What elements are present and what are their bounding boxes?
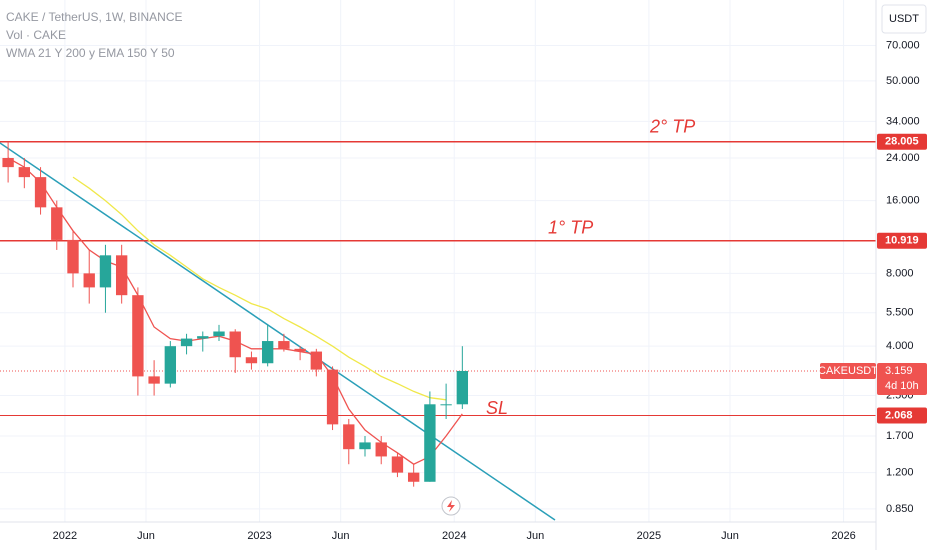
candle-body <box>67 239 79 274</box>
subtitle: Vol · CAKE <box>6 28 66 42</box>
y-tick-label: 0.850 <box>886 503 914 515</box>
candle-body <box>261 341 274 364</box>
x-tick-label: 2023 <box>247 530 271 542</box>
candle-body <box>99 255 112 288</box>
price-label: 3.159 <box>885 365 913 377</box>
candle-body <box>18 167 31 178</box>
candle-body <box>456 370 469 405</box>
annotation: 1° TP <box>548 217 593 237</box>
candle-body <box>294 348 306 352</box>
x-tick-label: Jun <box>721 530 739 542</box>
indicator-label: WMA 21 Y 200 y EMA 150 Y 50 <box>6 46 175 60</box>
candle-body <box>132 295 144 377</box>
candle-body <box>391 456 404 473</box>
candle-body <box>407 472 420 482</box>
countdown-label: 4d 10h <box>885 380 919 392</box>
y-tick-label: 1.200 <box>886 467 914 479</box>
candle-body <box>148 376 160 384</box>
x-tick-label: 2026 <box>831 530 855 542</box>
x-tick-label: 2025 <box>637 530 661 542</box>
event-icon <box>447 500 455 512</box>
candle-body <box>245 357 258 364</box>
level-label-box <box>877 133 927 150</box>
level-label: 2.068 <box>885 409 913 421</box>
y-tick-label: 5.500 <box>886 307 914 319</box>
candle-body <box>180 338 193 347</box>
candle-body <box>2 157 14 168</box>
x-tick-label: 2024 <box>442 530 466 542</box>
level-label-box <box>877 232 927 249</box>
chart-title: CAKE / TetherUS, 1W, BINANCE <box>6 10 183 24</box>
symbol-box <box>820 362 876 379</box>
candle-body <box>375 442 387 457</box>
x-tick-label: Jun <box>526 530 544 542</box>
candle-body <box>197 336 209 339</box>
candle-body <box>359 442 371 450</box>
y-tick-label: 4.000 <box>886 340 914 352</box>
x-tick-label: Jun <box>137 530 155 542</box>
y-tick-label: 16.000 <box>886 194 920 206</box>
currency-box[interactable] <box>881 4 927 34</box>
candle-body <box>83 273 95 288</box>
candle-body <box>164 346 177 384</box>
price-box <box>877 362 927 395</box>
y-tick-label: 50.000 <box>886 75 920 87</box>
x-tick-label: Jun <box>332 530 350 542</box>
level-label-box <box>877 407 927 424</box>
candle-body <box>34 177 47 208</box>
trend-line <box>0 142 556 521</box>
currency: USDT <box>889 13 919 25</box>
level-label: 28.005 <box>885 136 919 148</box>
candle-body <box>440 404 452 406</box>
y-tick-label: 24.000 <box>886 152 920 164</box>
annotation: SL <box>486 398 508 418</box>
level-label: 10.919 <box>885 235 919 247</box>
symbol-label: CAKEUSDT <box>818 365 878 377</box>
candle-body <box>326 369 339 425</box>
candle-body <box>424 404 436 482</box>
y-tick-label: 34.000 <box>886 115 920 127</box>
y-tick-label: 8.000 <box>886 267 914 279</box>
candle-body <box>213 331 225 337</box>
annotation: 2° TP <box>649 117 695 137</box>
candle-body <box>115 255 128 296</box>
moving-average <box>72 176 447 401</box>
x-tick-label: 2022 <box>53 530 77 542</box>
y-tick-label: 70.000 <box>886 39 920 51</box>
candle-body <box>229 331 241 358</box>
candle-body <box>343 424 355 450</box>
y-tick-label: 1.700 <box>886 430 914 442</box>
candle-body <box>278 341 290 349</box>
candle-body <box>51 207 63 240</box>
candle-body <box>310 351 323 370</box>
